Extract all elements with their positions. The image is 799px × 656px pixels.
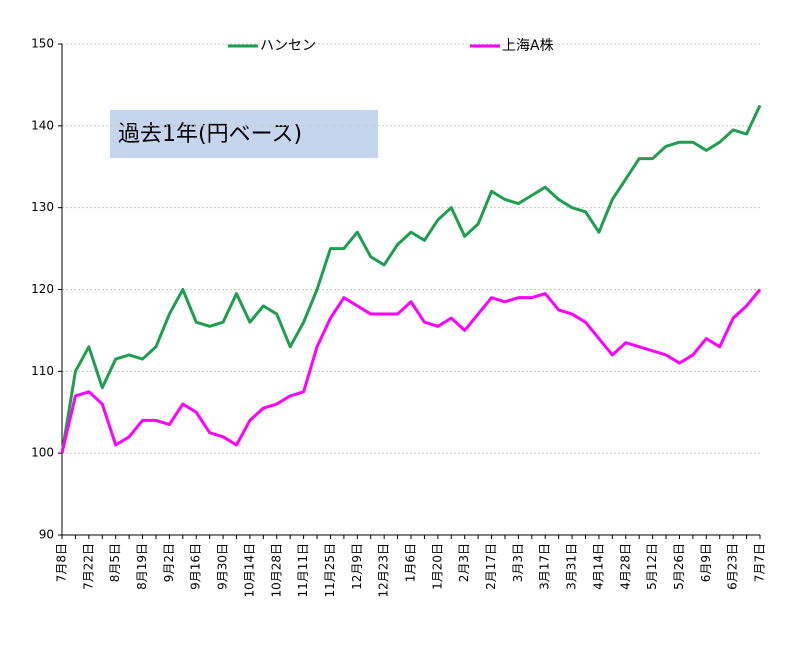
x-tick-label: 7月22日 bbox=[81, 543, 95, 590]
y-tick-label: 110 bbox=[31, 364, 54, 378]
y-tick-label: 130 bbox=[31, 200, 54, 214]
y-tick-label: 150 bbox=[31, 37, 54, 51]
legend-label: 上海A株 bbox=[502, 38, 554, 54]
x-tick-label: 6月9日 bbox=[699, 543, 713, 582]
x-tick-label: 1月20日 bbox=[430, 543, 444, 590]
x-tick-label: 1月6日 bbox=[404, 543, 418, 582]
x-tick-label: 9月16日 bbox=[189, 543, 203, 590]
x-tick-label: 8月19日 bbox=[135, 543, 149, 590]
x-tick-label: 8月5日 bbox=[108, 543, 122, 582]
x-tick-label: 5月12日 bbox=[645, 543, 659, 590]
x-tick-label: 3月31日 bbox=[565, 543, 579, 590]
x-tick-label: 4月28日 bbox=[618, 543, 632, 590]
x-tick-label: 10月14日 bbox=[242, 543, 256, 598]
x-tick-label: 12月9日 bbox=[350, 543, 364, 590]
x-tick-label: 11月25日 bbox=[323, 543, 337, 598]
x-tick-label: 7月8日 bbox=[55, 543, 69, 582]
series-line bbox=[60, 104, 762, 454]
x-tick-label: 11月11日 bbox=[296, 543, 310, 598]
x-tick-label: 2月3日 bbox=[457, 543, 471, 582]
x-tick-label: 9月2日 bbox=[162, 543, 176, 582]
x-tick-label: 9月30日 bbox=[216, 543, 230, 590]
series-line bbox=[60, 288, 762, 454]
y-tick-label: 140 bbox=[31, 118, 54, 132]
annotation-box bbox=[110, 110, 378, 158]
x-tick-label: 3月3日 bbox=[511, 543, 525, 582]
x-tick-label: 3月17日 bbox=[538, 543, 552, 590]
y-tick-label: 100 bbox=[31, 446, 54, 460]
y-tick-label: 90 bbox=[39, 528, 54, 542]
x-tick-label: 6月23日 bbox=[726, 543, 740, 590]
x-tick-label: 5月26日 bbox=[672, 543, 686, 590]
x-tick-label: 12月23日 bbox=[377, 543, 391, 598]
legend-label: ハンセン bbox=[260, 38, 316, 54]
x-tick-label: 2月17日 bbox=[484, 543, 498, 590]
x-tick-label: 4月14日 bbox=[591, 543, 605, 590]
x-tick-label: 7月7日 bbox=[753, 543, 767, 582]
x-tick-label: 10月28日 bbox=[269, 543, 283, 598]
y-tick-label: 120 bbox=[31, 282, 54, 296]
